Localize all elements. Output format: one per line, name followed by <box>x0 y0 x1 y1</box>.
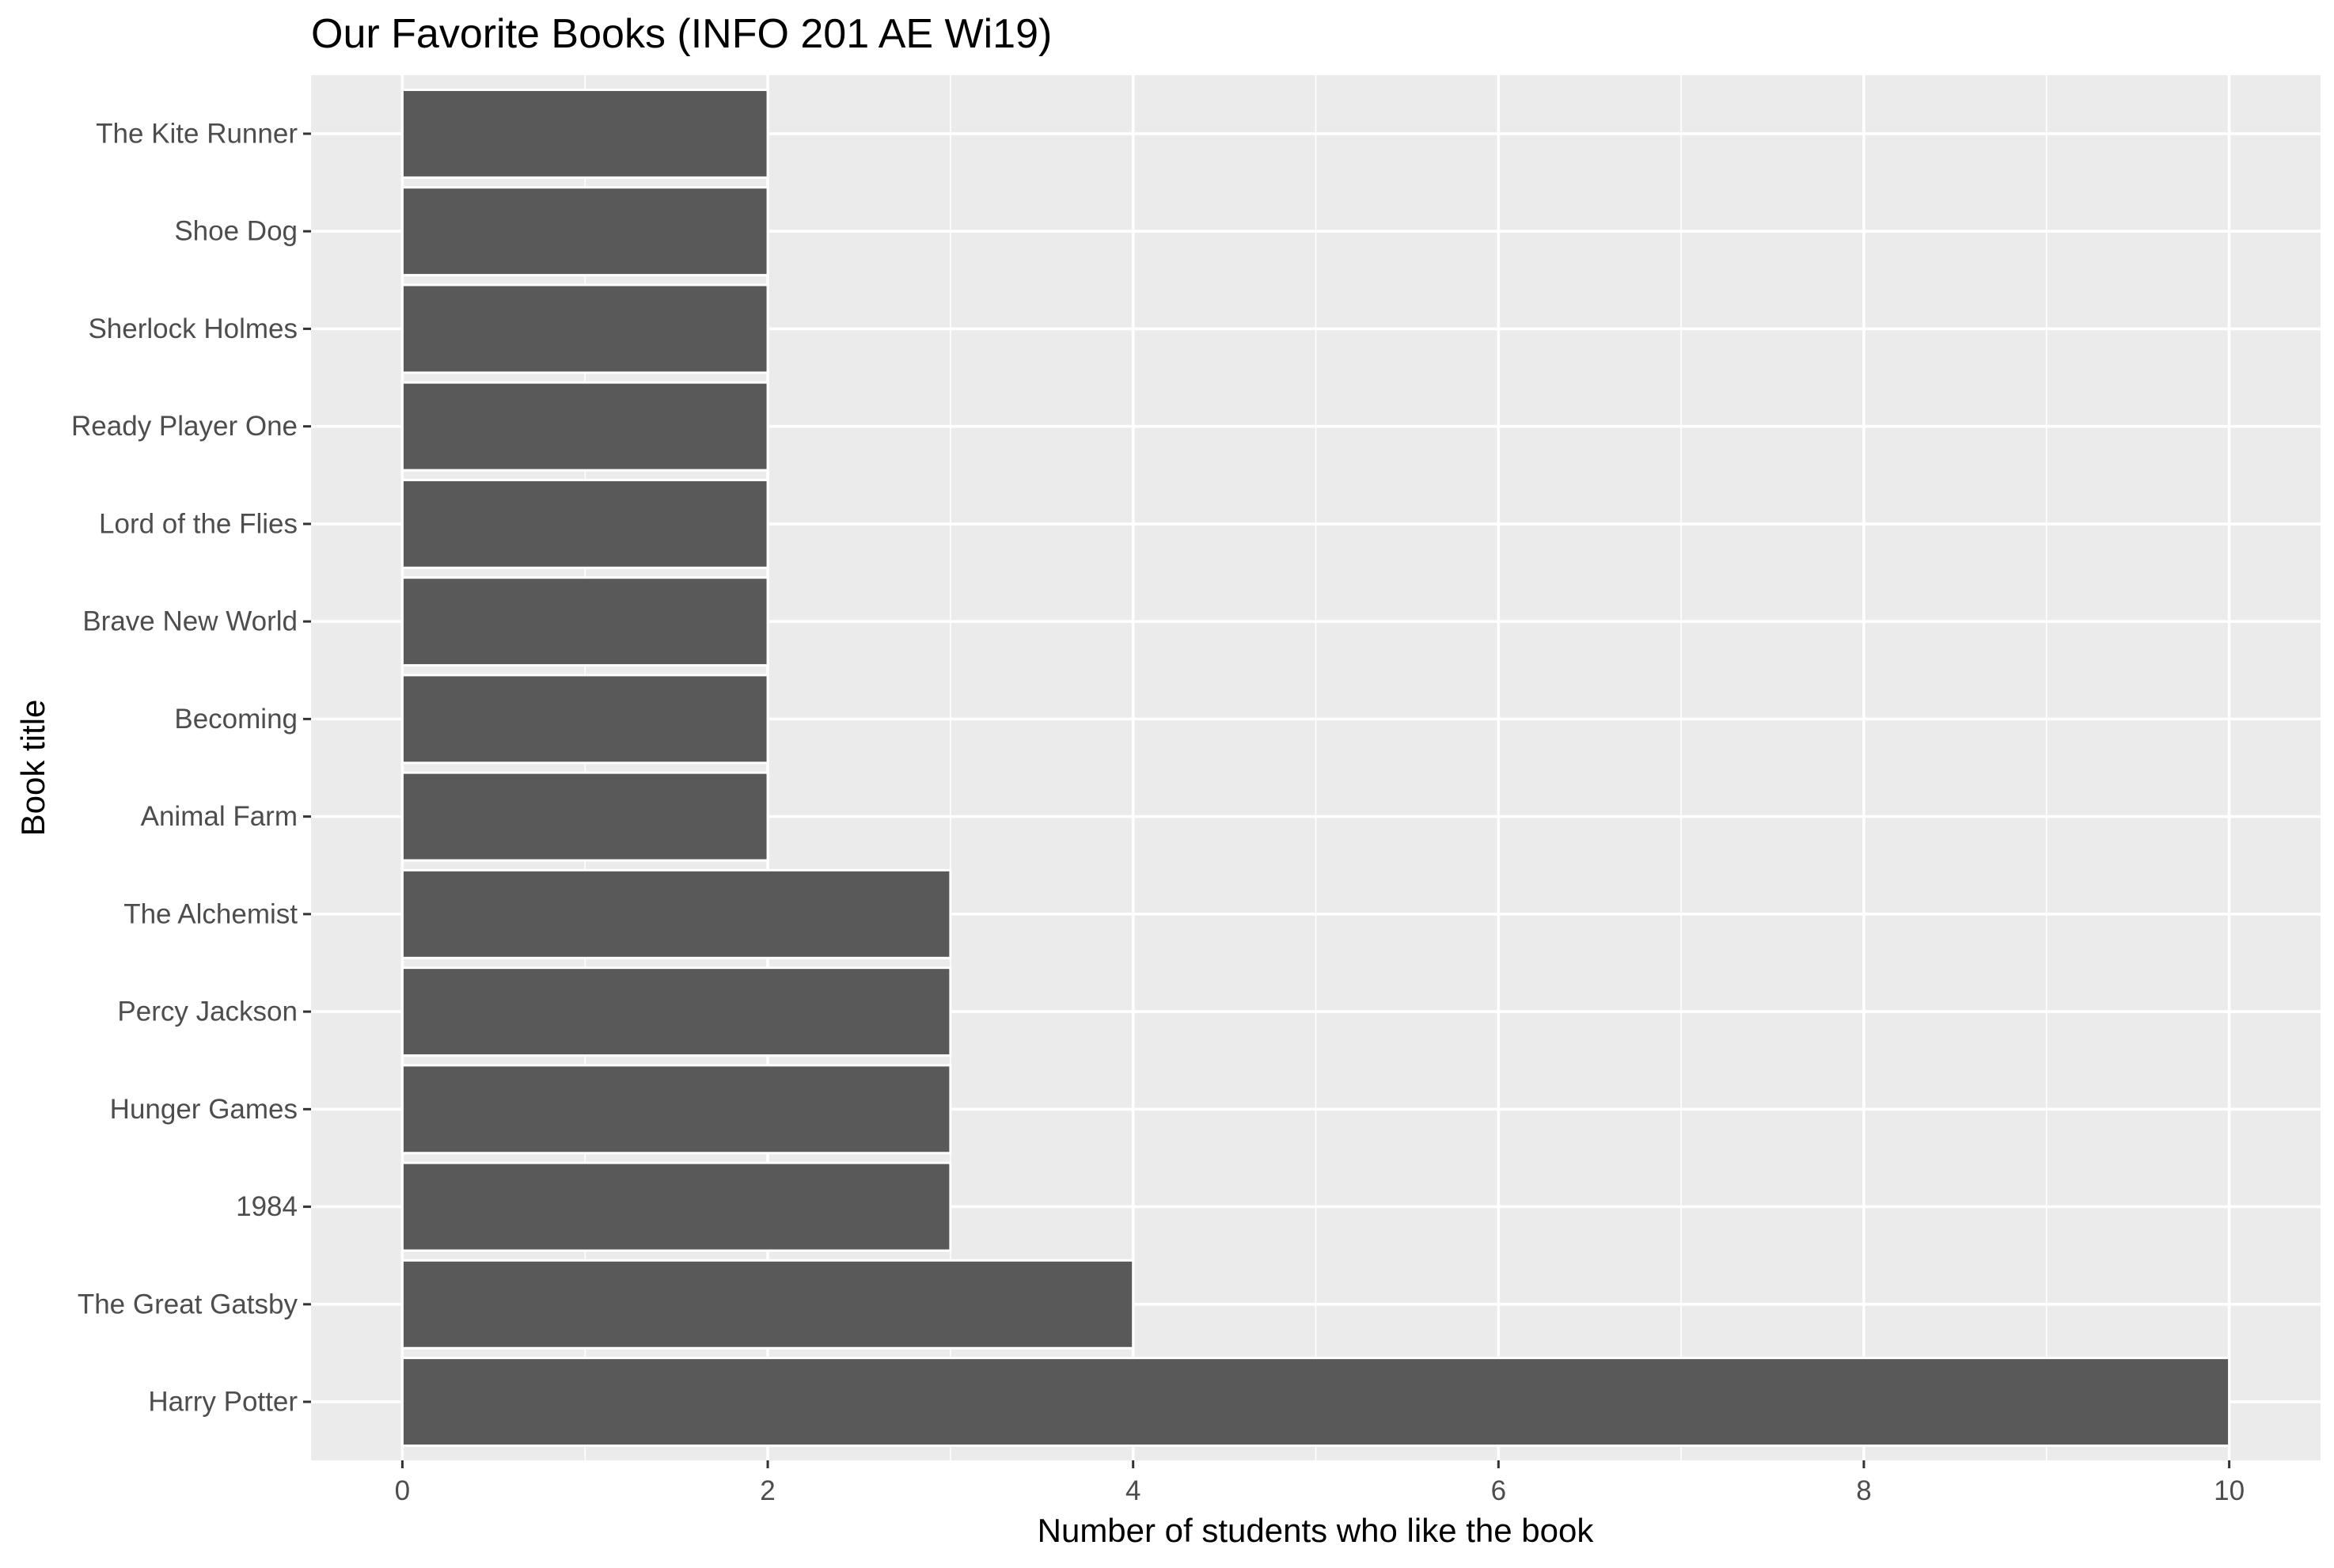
bar-percy-jackson <box>400 966 952 1057</box>
y-tick-label: Animal Farm <box>141 801 298 832</box>
y-tick-label: The Alchemist <box>123 898 298 929</box>
bar-harry-potter <box>400 1357 2231 1448</box>
bar-animal-farm <box>400 771 769 862</box>
y-tick-label: Becoming <box>174 704 298 735</box>
y-tick-label: Lord of the Flies <box>99 508 298 539</box>
bar-shoe-dog <box>400 186 769 277</box>
x-tick-label: 2 <box>760 1475 775 1506</box>
bar-hunger-games <box>400 1064 952 1155</box>
bar-1984 <box>400 1161 952 1252</box>
bar-the-great-gatsby <box>400 1259 1135 1350</box>
bar-the-kite-runner <box>400 88 769 179</box>
x-tick-label: 4 <box>1125 1475 1140 1506</box>
y-tick-label: Sherlock Holmes <box>88 313 298 344</box>
y-tick-label: Brave New World <box>82 606 298 637</box>
y-axis-ticks: Harry Potter The Great Gatsby 1984 Hunger G… <box>71 118 311 1418</box>
bar-becoming <box>400 674 769 765</box>
y-tick-label: Ready Player One <box>71 411 298 442</box>
y-tick-label: Harry Potter <box>148 1387 298 1418</box>
bar-the-alchemist <box>400 868 952 959</box>
x-tick-label: 8 <box>1856 1475 1871 1506</box>
y-tick-label: The Great Gatsby <box>78 1289 298 1319</box>
bar-lord-of-the-flies <box>400 478 769 569</box>
x-tick-label: 6 <box>1491 1475 1506 1506</box>
bar-sherlock-holmes <box>400 283 769 374</box>
x-tick-label: 10 <box>2214 1475 2245 1506</box>
y-axis-title: Book title <box>14 700 51 837</box>
bar-ready-player-one <box>400 381 769 472</box>
bar-brave-new-world <box>400 576 769 667</box>
y-tick-label: The Kite Runner <box>96 118 298 149</box>
y-tick-label: Shoe Dog <box>174 216 298 247</box>
x-tick-label: 0 <box>395 1475 410 1506</box>
y-tick-label: Hunger Games <box>110 1094 298 1125</box>
bars <box>400 88 2231 1448</box>
chart-title: Our Favorite Books (INFO 201 AE Wi19) <box>311 11 1052 57</box>
y-tick-label: Percy Jackson <box>117 997 298 1027</box>
x-axis-title: Number of students who like the book <box>1038 1512 1595 1549</box>
y-tick-label: 1984 <box>236 1191 298 1222</box>
x-axis-ticks: 0 2 4 6 8 10 <box>395 1460 2245 1506</box>
